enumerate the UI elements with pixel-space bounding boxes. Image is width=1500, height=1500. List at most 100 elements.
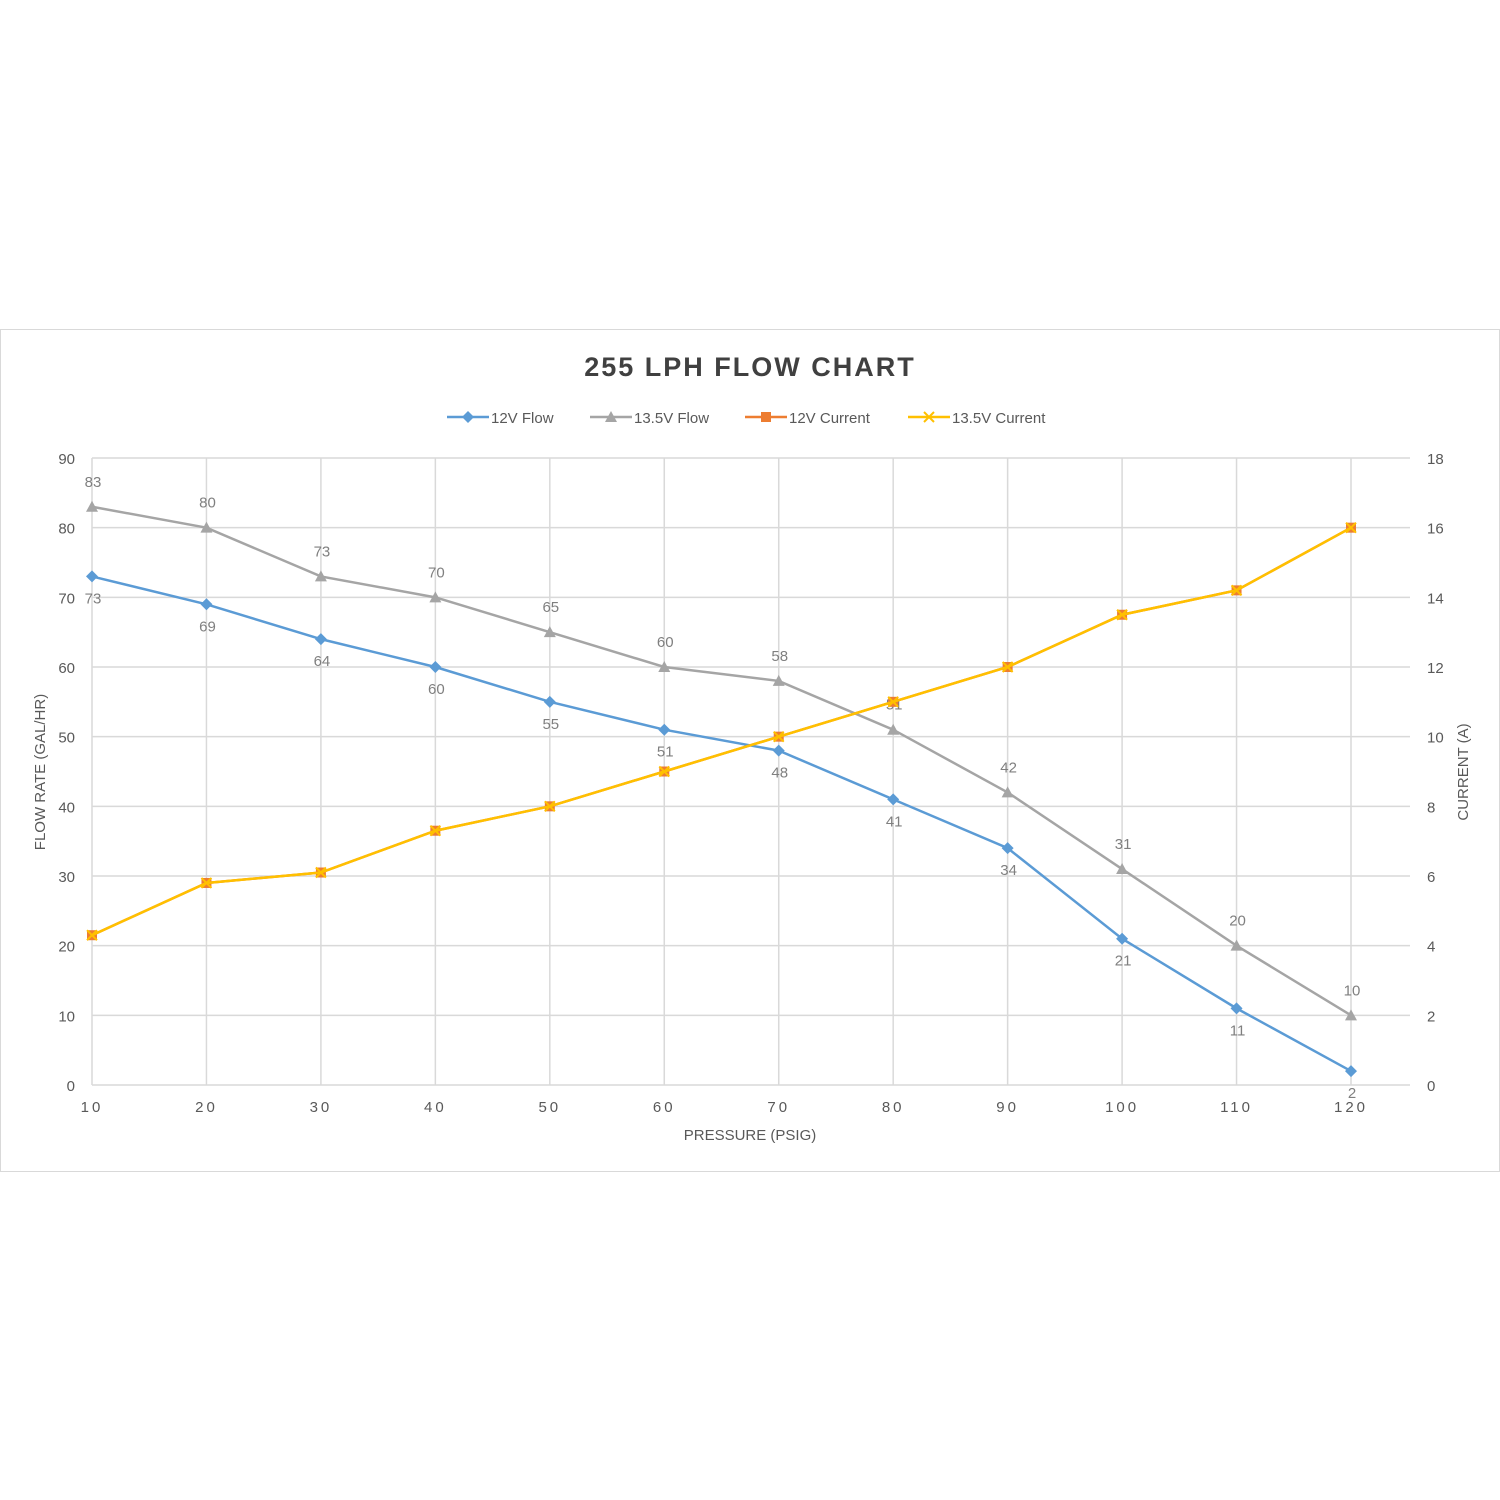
data-label: 83 [85, 474, 102, 491]
data-point [544, 800, 556, 813]
data-label: 42 [1000, 759, 1017, 776]
data-label: 11 [1230, 1022, 1246, 1039]
y-tick-label: 10 [58, 1008, 75, 1025]
data-point [1230, 1002, 1243, 1015]
data-point [1116, 609, 1128, 621]
data-point [1116, 863, 1129, 875]
data-label: 64 [314, 653, 331, 670]
data-point [1230, 584, 1243, 597]
data-label: 58 [771, 648, 788, 665]
data-label: 41 [886, 813, 903, 830]
data-label: 31 [1115, 836, 1132, 853]
data-point [429, 825, 442, 837]
data-point [1001, 842, 1014, 855]
legend-marker [761, 412, 771, 422]
data-label: 60 [657, 634, 674, 651]
series-line [91, 575, 1352, 1073]
x-tick-label: 100 [1105, 1099, 1139, 1116]
data-label: 60 [428, 681, 445, 698]
data-point [200, 521, 213, 533]
data-point [86, 570, 98, 583]
data-label: 10 [1344, 982, 1361, 999]
x-tick-label: 50 [538, 1099, 561, 1116]
y2-tick-label: 2 [1427, 1008, 1435, 1025]
data-point [1116, 932, 1129, 945]
data-point [1345, 1065, 1357, 1078]
x-tick-label: 30 [310, 1099, 333, 1116]
data-point [772, 744, 785, 757]
y-tick-label: 0 [67, 1078, 75, 1095]
legend-label: 12V Current [789, 410, 871, 427]
x-tick-label: 90 [996, 1099, 1019, 1116]
data-point [86, 929, 98, 941]
x-tick-label: 80 [882, 1099, 905, 1116]
x-tick-label: 40 [424, 1099, 447, 1116]
data-label: 73 [85, 590, 102, 607]
data-point [1001, 786, 1014, 798]
data-point [1001, 661, 1014, 673]
x-tick-label: 10 [81, 1099, 104, 1116]
legend-marker [923, 411, 935, 423]
legend-label: 12V Flow [491, 410, 554, 427]
data-point [314, 570, 327, 582]
x-tick-label: 60 [653, 1099, 676, 1116]
data-point [658, 723, 671, 736]
data-label: 21 [1115, 953, 1132, 970]
data-point [658, 661, 671, 672]
data-point [1345, 1009, 1357, 1021]
data-point [887, 723, 900, 735]
data-point [658, 765, 670, 778]
data-label: 55 [542, 716, 559, 733]
data-point [429, 591, 442, 603]
data-point [429, 661, 442, 673]
y2-tick-label: 10 [1427, 730, 1444, 747]
y-tick-label: 40 [58, 799, 75, 816]
x-tick-label: 70 [767, 1099, 790, 1116]
series-line [91, 505, 1352, 1017]
x-axis-label: PRESSURE (PSIG) [684, 1127, 817, 1144]
data-label: 65 [542, 599, 559, 616]
y2-tick-label: 0 [1427, 1078, 1435, 1095]
y-axis-label: FLOW RATE (GAL/HR) [32, 694, 49, 850]
data-point [543, 626, 556, 638]
data-label: 48 [771, 765, 788, 782]
y2-tick-label: 18 [1427, 451, 1444, 468]
data-point [773, 730, 785, 743]
y2-tick-label: 4 [1427, 939, 1435, 956]
y2-tick-label: 8 [1427, 799, 1435, 816]
y-tick-label: 80 [58, 521, 75, 538]
series-line [91, 526, 1352, 937]
data-label: 73 [314, 543, 331, 560]
data-label: 51 [657, 744, 674, 761]
data-point [200, 598, 213, 611]
legend-marker [605, 411, 617, 422]
y-tick-label: 60 [58, 660, 75, 677]
y-tick-label: 50 [58, 730, 75, 747]
x-tick-label: 20 [195, 1099, 218, 1116]
data-point [772, 674, 785, 686]
data-point [200, 877, 213, 889]
x-tick-label: 110 [1220, 1099, 1253, 1116]
y2-tick-label: 12 [1427, 660, 1444, 677]
data-point [1230, 939, 1243, 951]
x-tick-label: 120 [1334, 1099, 1368, 1116]
data-label: 2 [1348, 1085, 1356, 1102]
y-tick-label: 70 [58, 590, 75, 607]
data-label: 34 [1000, 862, 1017, 879]
y-tick-label: 90 [58, 451, 75, 468]
y2-axis-label: CURRENT (A) [1455, 723, 1472, 820]
y2-tick-label: 14 [1427, 590, 1444, 607]
legend-marker [462, 411, 474, 423]
data-point [887, 793, 900, 806]
y-tick-label: 20 [58, 939, 75, 956]
data-label: 69 [199, 618, 216, 635]
data-point [1345, 521, 1357, 534]
data-label: 70 [428, 564, 445, 581]
y2-tick-label: 16 [1427, 521, 1444, 538]
legend-label: 13.5V Flow [634, 410, 709, 427]
data-label: 80 [199, 495, 216, 512]
data-label: 20 [1229, 913, 1246, 930]
chart-title: 255 LPH FLOW CHART [584, 352, 916, 382]
data-point [887, 696, 899, 708]
